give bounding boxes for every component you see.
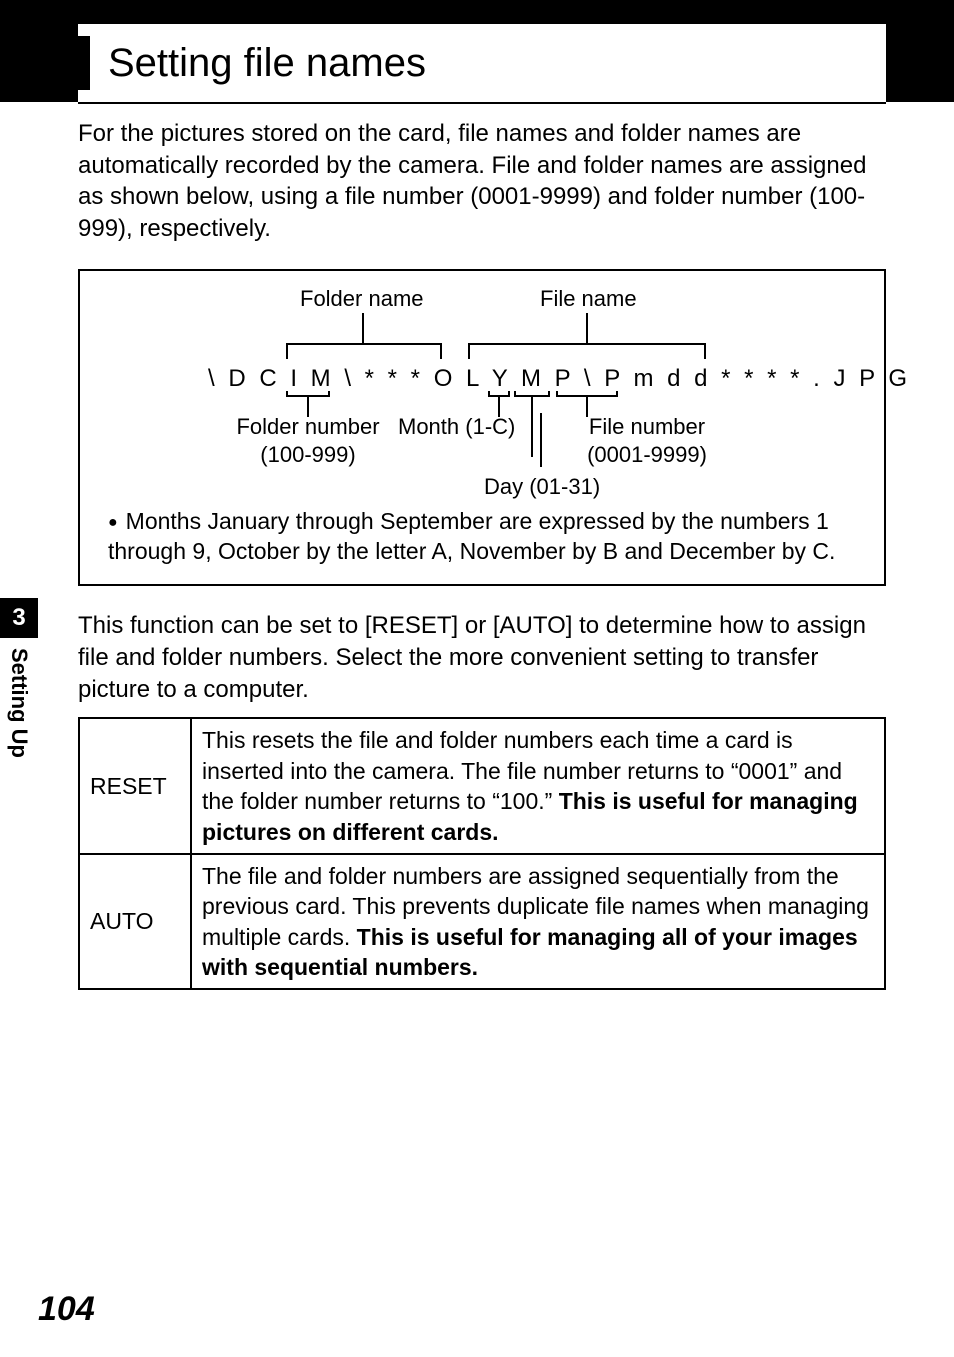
diagram-line [468, 343, 470, 359]
filename-pattern: \ D C I M \ * * * O L Y M P \ P m d d * … [208, 363, 911, 394]
diagram-line [586, 327, 588, 343]
page-number: 104 [38, 1290, 95, 1329]
diagram-line [468, 343, 704, 345]
label-day: Day (01-31) [484, 473, 600, 502]
body: For the pictures stored on the card, fil… [78, 118, 886, 990]
middle-paragraph: This function can be set to [RESET] or [… [78, 610, 886, 705]
title-card: Setting file names [78, 24, 886, 104]
table-row: RESET This resets the file and folder nu… [79, 718, 885, 853]
label-month: Month (1-C) [398, 413, 515, 442]
mode-reset-desc: This resets the file and folder numbers … [191, 718, 885, 853]
diagram-line [704, 343, 706, 359]
modes-table: RESET This resets the file and folder nu… [78, 717, 886, 990]
side-tab: 3 Setting Up [0, 598, 38, 758]
diagram-line [362, 327, 364, 343]
diagram-line [286, 391, 288, 397]
page-title: Setting file names [108, 41, 426, 86]
filename-diagram: Folder name File name \ D C I M \ * * * … [108, 285, 856, 503]
diagram-note: Months January through September are exp… [108, 507, 856, 567]
mode-auto-desc: The file and folder numbers are assigned… [191, 854, 885, 989]
mode-auto-key: AUTO [79, 854, 191, 989]
diagram-line [531, 395, 533, 457]
mode-reset-key: RESET [79, 718, 191, 853]
title-notch [78, 36, 90, 90]
diagram-line [362, 313, 364, 327]
table-row: AUTO The file and folder numbers are ass… [79, 854, 885, 989]
diagram-note-list: Months January through September are exp… [108, 507, 856, 567]
intro-paragraph: For the pictures stored on the card, fil… [78, 118, 886, 245]
diagram-line [586, 313, 588, 327]
label-file-name: File name [540, 285, 637, 314]
label-folder-number: Folder number (100-999) [223, 413, 393, 470]
chapter-title: Setting Up [6, 648, 32, 758]
diagram-line [508, 391, 510, 397]
diagram-line [616, 391, 618, 397]
diagram-line [440, 343, 442, 359]
diagram-line [514, 391, 516, 397]
label-file-number: File number (0001-9999) [562, 413, 732, 470]
diagram-line [328, 391, 330, 397]
filename-diagram-box: Folder name File name \ D C I M \ * * * … [78, 269, 886, 587]
diagram-line [488, 391, 490, 397]
diagram-line [540, 413, 542, 467]
label-folder-name: Folder name [300, 285, 424, 314]
page: Setting file names 3 Setting Up For the … [0, 0, 954, 1357]
diagram-line [548, 391, 550, 397]
chapter-number: 3 [0, 598, 38, 638]
diagram-line [286, 343, 288, 359]
diagram-line [286, 343, 440, 345]
diagram-line [556, 391, 558, 397]
